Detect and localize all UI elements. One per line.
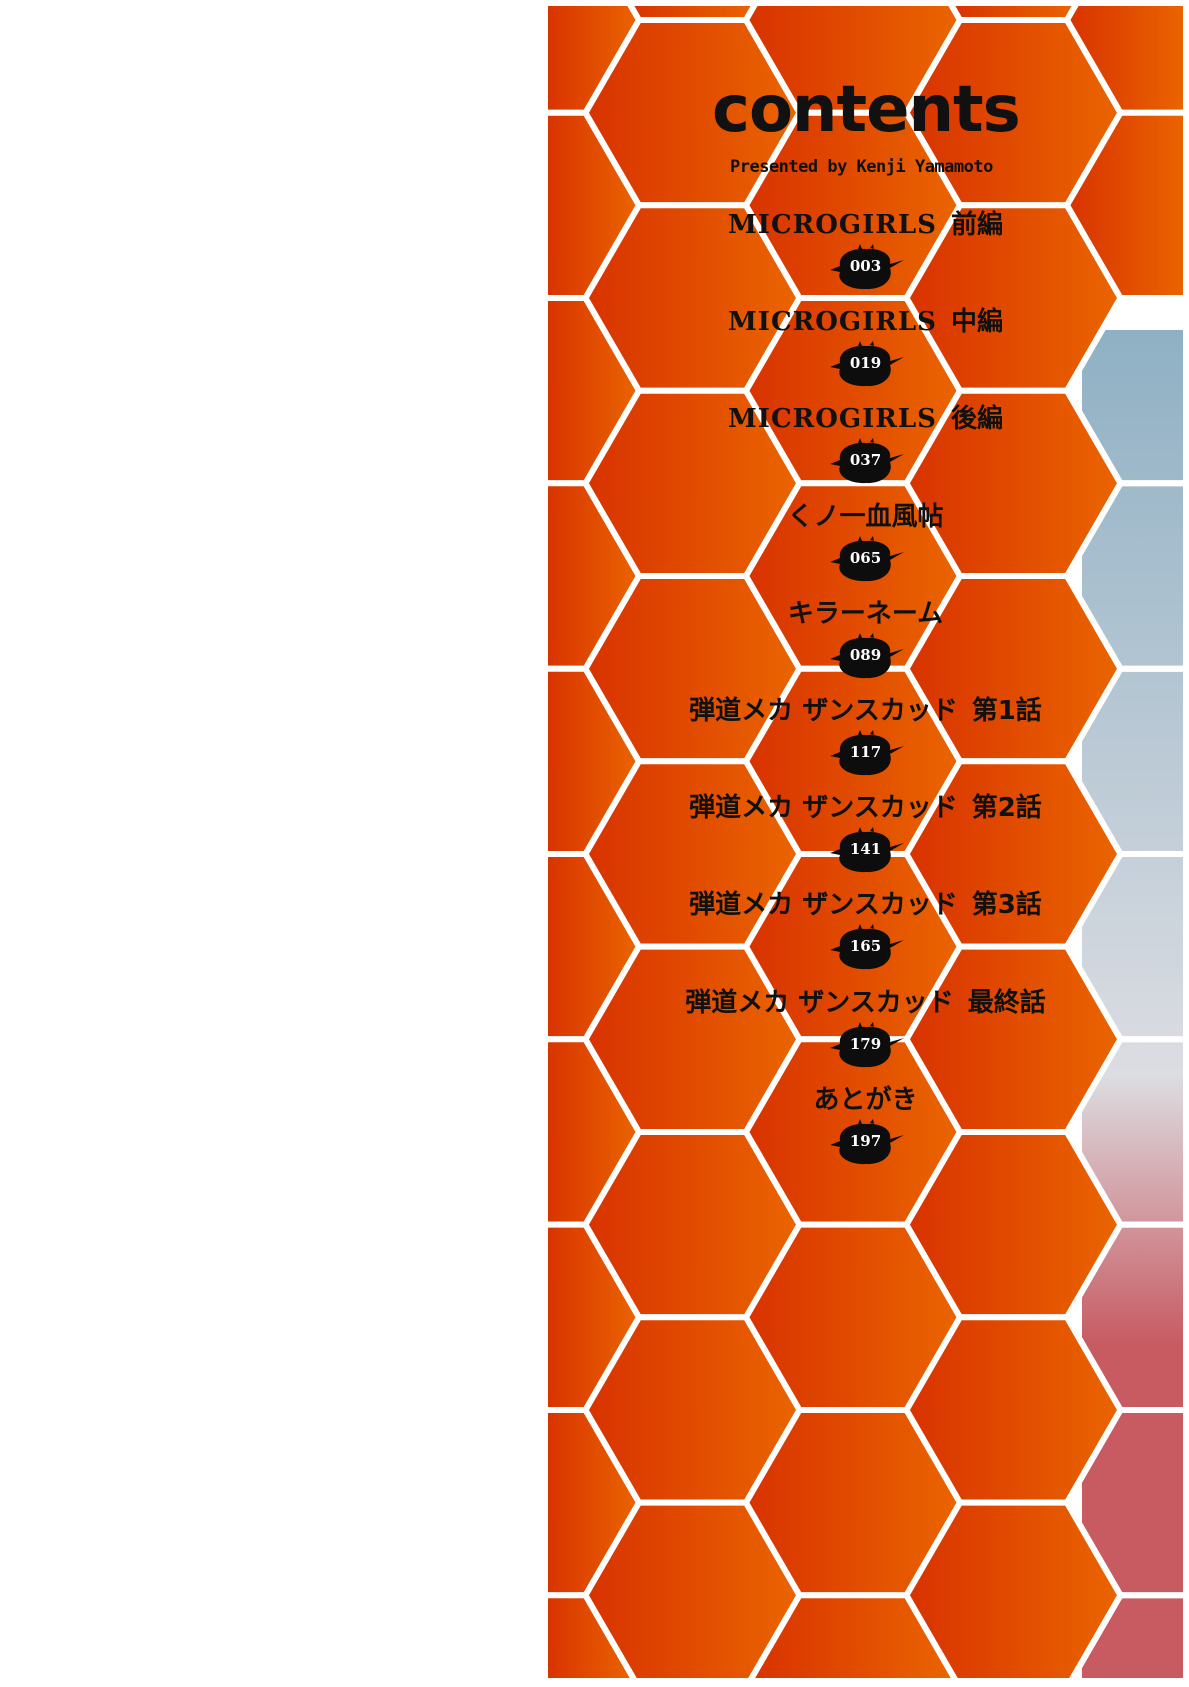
toc-entry[interactable]: MICROGIRLS 中編 019 <box>542 307 1189 389</box>
ink-blot-page-badge: 117 <box>828 730 904 778</box>
entry-title-text: 弾道メカ ザンスカッド <box>689 890 958 921</box>
entry-title-text: 弾道メカ ザンスカッド <box>685 987 954 1018</box>
contents-heading: contents <box>712 73 1021 147</box>
hexagon-cell <box>1063 0 1189 116</box>
entry-page-number: 197 <box>849 1131 882 1150</box>
ink-blot-page-badge: 089 <box>828 632 904 681</box>
ink-blot-page-badge: 003 <box>828 244 904 292</box>
entry-title-text: あとがき <box>813 1084 918 1115</box>
entry-title: くノ一血風帖 <box>542 502 1189 532</box>
entry-title-suffix: 前編 <box>950 210 1003 240</box>
entry-title: MICROGIRLS 中編 <box>542 307 1189 337</box>
entry-page-number: 141 <box>849 840 882 859</box>
entry-title: 弾道メカ ザンスカッド 最終話 <box>542 988 1189 1018</box>
entry-title-suffix: 第1話 <box>971 696 1042 726</box>
ink-splat-icon <box>829 924 904 970</box>
toc-entry[interactable]: MICROGIRLS 前編 003 <box>542 210 1189 292</box>
ink-blot-page-badge: 141 <box>828 827 904 875</box>
entry-title: キラーネーム <box>542 599 1189 629</box>
ink-splat-icon <box>829 730 904 776</box>
entry-title: 弾道メカ ザンスカッド 第1話 <box>542 696 1189 726</box>
hexagon-cell <box>1063 109 1189 301</box>
hexagon-cell <box>1063 1407 1189 1599</box>
toc-entry[interactable]: くノ一血風帖 065 <box>542 502 1189 584</box>
ink-splat-icon <box>829 438 904 484</box>
blank-left-margin <box>0 0 542 1687</box>
ink-blot-page-badge: 019 <box>828 341 904 389</box>
hexagon-cell <box>1063 1036 1189 1228</box>
toc-entry[interactable]: キラーネーム 089 <box>542 599 1189 681</box>
entry-title: MICROGIRLS 前編 <box>542 210 1189 240</box>
toc-entry[interactable]: 弾道メカ ザンスカッド 第2話 141 <box>542 793 1189 875</box>
toc-entry[interactable]: 弾道メカ ザンスカッド 最終話 179 <box>542 988 1189 1070</box>
ink-splat-icon <box>829 1021 904 1067</box>
entry-page-number: 165 <box>849 937 882 956</box>
hexagon-cell <box>1065 1592 1189 1684</box>
hexagon-cell <box>1063 665 1189 857</box>
author-byline: Presented by Kenji Yamamoto <box>730 157 993 177</box>
entry-title: 弾道メカ ザンスカッド 第2話 <box>542 793 1189 823</box>
ink-splat-icon <box>829 244 904 290</box>
toc-entry[interactable]: あとがき 197 <box>542 1085 1189 1167</box>
entry-page-number: 003 <box>849 257 882 275</box>
ink-blot-page-badge: 037 <box>828 438 904 486</box>
ink-splat-icon <box>829 341 904 387</box>
toc-entry[interactable]: 弾道メカ ザンスカッド 第1話 117 <box>542 696 1189 778</box>
entry-title-suffix: 第3話 <box>971 890 1042 921</box>
hexagon-cell <box>1063 295 1189 487</box>
entry-title: MICROGIRLS 後編 <box>542 404 1189 434</box>
hexagon-cell <box>1063 1221 1189 1413</box>
entry-title-suffix: 最終話 <box>967 987 1046 1018</box>
toc-entry[interactable]: 弾道メカ ザンスカッド 第3話 165 <box>542 890 1189 972</box>
ink-blot-page-badge: 065 <box>828 535 904 584</box>
hexagon-cell <box>1063 480 1189 672</box>
entry-title-suffix: 第2話 <box>971 793 1042 824</box>
entry-title-suffix: 後編 <box>950 404 1003 435</box>
ink-splat-icon <box>829 535 904 581</box>
entry-page-number: 019 <box>849 354 882 373</box>
entry-title-text: MICROGIRLS <box>728 307 937 338</box>
entry-title-text: MICROGIRLS <box>728 404 937 435</box>
entry-title-text: 弾道メカ ザンスカッド <box>689 696 958 726</box>
entry-title-text: キラーネーム <box>787 598 944 629</box>
entry-title-text: 弾道メカ ザンスカッド <box>689 793 958 824</box>
entry-title: 弾道メカ ザンスカッド 第3話 <box>542 890 1189 920</box>
toc-entry[interactable]: MICROGIRLS 後編 037 <box>542 404 1189 486</box>
hexagon-grid <box>542 0 1189 1684</box>
ink-splat-icon <box>829 1118 904 1164</box>
entry-page-number: 089 <box>849 645 882 664</box>
entry-page-number: 117 <box>849 743 882 761</box>
entry-title-text: MICROGIRLS <box>728 210 937 240</box>
ink-blot-page-badge: 165 <box>828 924 904 972</box>
entry-title: あとがき <box>542 1085 1189 1115</box>
ink-splat-icon <box>829 827 904 873</box>
entry-page-number: 065 <box>849 548 882 567</box>
hexagon-cell <box>1063 851 1189 1043</box>
honeycomb-background <box>542 0 1189 1687</box>
entry-title-text: くノ一血風帖 <box>787 501 944 532</box>
ink-blot-page-badge: 197 <box>828 1118 904 1167</box>
table-of-contents: contents Presented by Kenji Yamamoto MIC… <box>542 0 1189 1687</box>
entry-title-suffix: 中編 <box>950 307 1003 338</box>
ink-splat-icon <box>829 632 904 678</box>
entry-page-number: 037 <box>849 451 882 470</box>
ink-blot-page-badge: 179 <box>828 1021 904 1070</box>
entry-page-number: 179 <box>849 1034 882 1053</box>
